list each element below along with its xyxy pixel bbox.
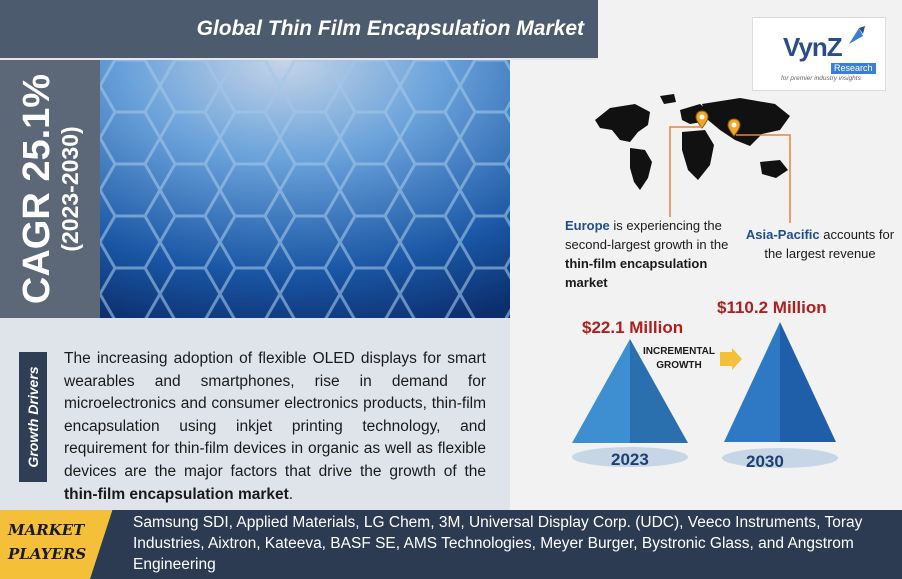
connector-lines <box>669 126 791 223</box>
year-2023: 2023 <box>611 450 649 469</box>
map-asia <box>702 98 790 146</box>
title-bar: Global Thin Film Encapsulation Market <box>0 0 598 60</box>
logo-research: Research <box>831 63 876 74</box>
hexagon-image <box>100 60 510 318</box>
asia-text: accounts for the largest revenue <box>764 227 895 261</box>
europe-name: Europe <box>565 218 610 233</box>
arrow-right-icon <box>720 348 742 370</box>
europe-note: Europe is experiencing the second-larges… <box>565 216 750 292</box>
map-north-america <box>595 104 650 142</box>
title-divider <box>0 58 598 60</box>
map-south-america <box>630 148 652 190</box>
drivers-body: The increasing adoption of flexible OLED… <box>64 350 486 480</box>
europe-tail: market <box>565 275 608 290</box>
value-2030: $110.2 Million <box>717 298 827 317</box>
logo-tagline: for premier industry insights <box>781 75 861 82</box>
world-map <box>595 94 790 190</box>
pyramid-2023 <box>572 339 688 467</box>
asia-note: Asia-Pacific accounts for the largest re… <box>745 225 895 263</box>
map-greenland <box>660 94 676 104</box>
market-players-label: MARKET PLAYERS <box>8 521 87 563</box>
growth-drivers-label: Growth Drivers <box>19 352 47 482</box>
drivers-highlight: thin-film encapsulation market <box>64 485 289 503</box>
market-players-band <box>0 510 902 579</box>
pyramid-2030 <box>722 322 838 468</box>
hexagon-pattern <box>100 60 510 318</box>
vynz-logo: VynZ Research for premier industry insig… <box>752 17 886 91</box>
logo-name: VynZ <box>783 32 843 62</box>
growth-drivers-title: Growth Drivers <box>25 366 41 468</box>
europe-text: is experiencing the second-largest growt… <box>565 218 729 252</box>
cagr-period: (2023-2030) <box>57 126 83 252</box>
asia-pin-icon <box>727 118 741 137</box>
europe-pin-icon <box>695 110 709 129</box>
market-players-list: Samsung SDI, Applied Materials, LG Chem,… <box>133 514 863 573</box>
value-2023: $22.1 Million <box>582 318 684 337</box>
map-australia <box>760 160 788 178</box>
map-africa <box>682 130 714 180</box>
cagr-value: CAGR 25.1% <box>16 73 58 305</box>
cagr-block: CAGR 25.1% (2023-2030) <box>16 73 83 305</box>
logo-arrow-icon <box>849 26 865 44</box>
page-title: Global Thin Film Encapsulation Market <box>196 17 584 40</box>
incremental-growth-label: INCREMENTAL GROWTH <box>642 346 716 371</box>
growth-drivers-section <box>0 318 510 510</box>
asia-name: Asia-Pacific <box>745 227 820 242</box>
europe-bold: thin-film encapsulation <box>565 256 708 271</box>
growth-drivers-text: The increasing adoption of flexible OLED… <box>64 348 486 506</box>
drivers-end: . <box>288 485 294 503</box>
year-2030: 2030 <box>746 452 784 471</box>
cagr-panel <box>0 60 100 318</box>
